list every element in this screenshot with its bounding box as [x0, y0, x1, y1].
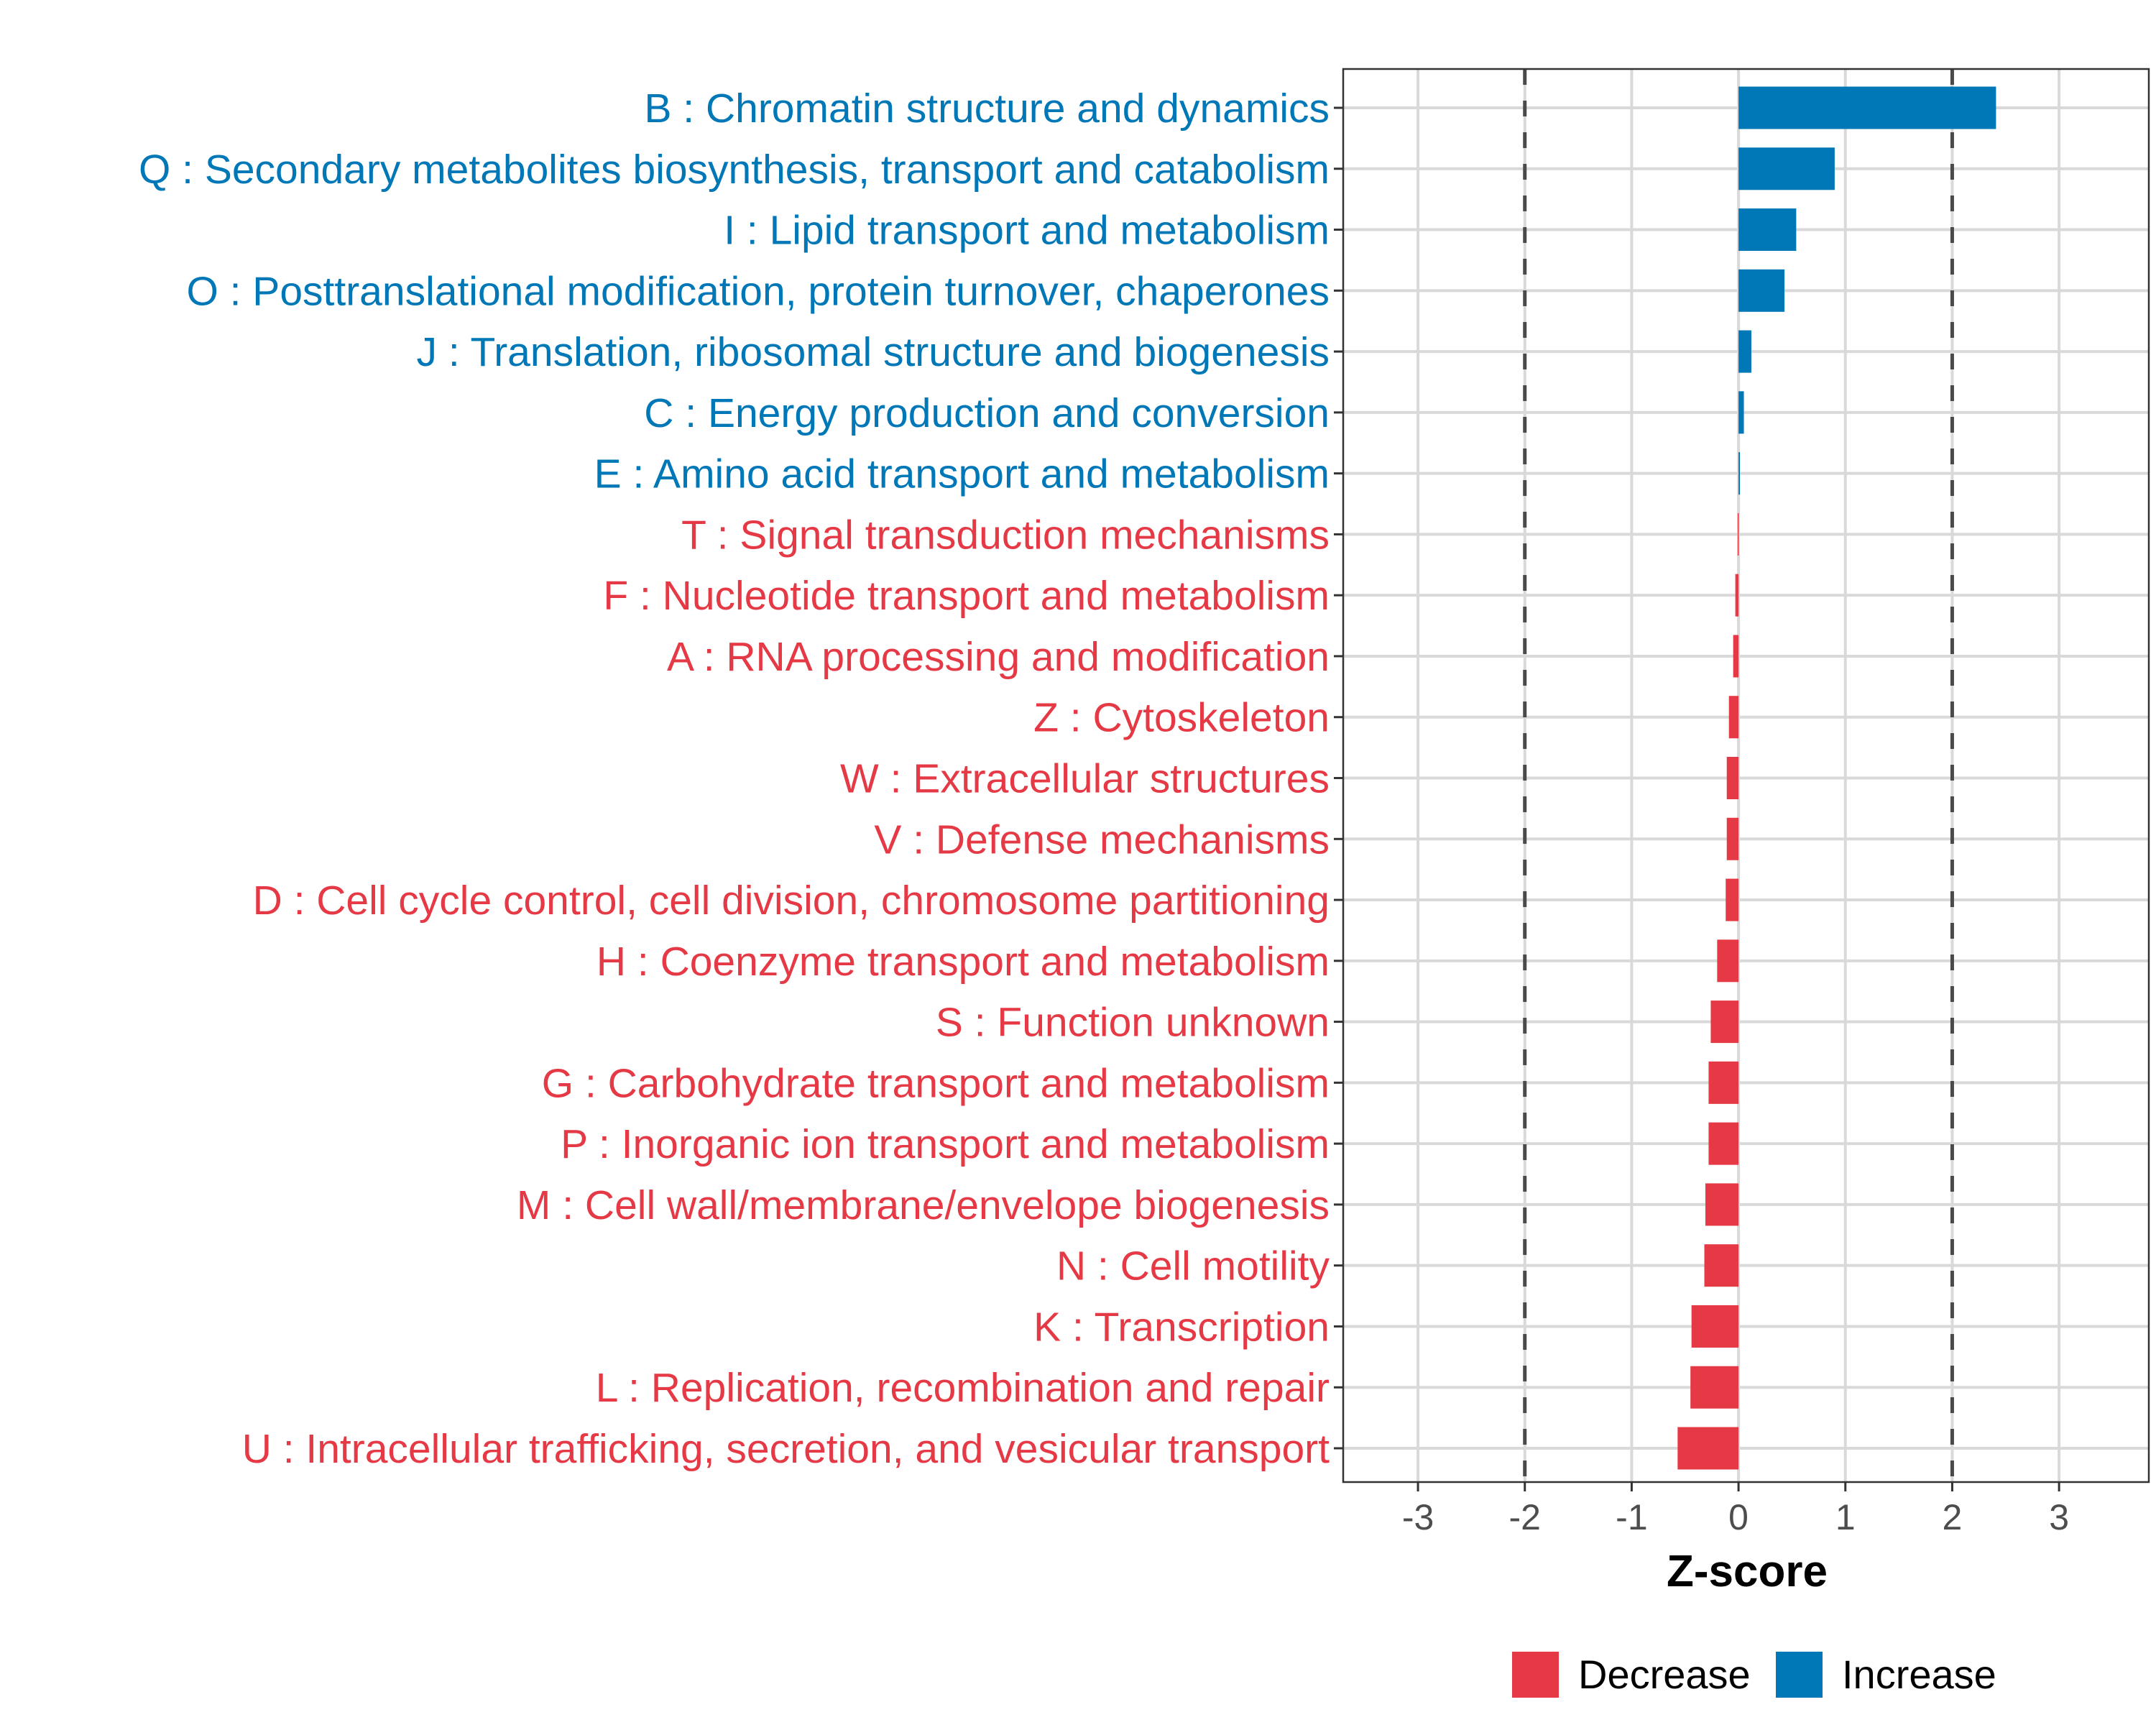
bar: [1738, 86, 1996, 129]
category-label: P : Inorganic ion transport and metaboli…: [561, 1121, 1330, 1167]
x-tick-label: 1: [1835, 1497, 1856, 1537]
bar: [1738, 391, 1744, 434]
bar: [1708, 1122, 1739, 1165]
legend-swatch-increase: [1776, 1652, 1823, 1698]
bar: [1690, 1366, 1739, 1409]
bar: [1708, 1061, 1739, 1104]
x-tick-label: -3: [1402, 1497, 1434, 1537]
bar: [1717, 939, 1739, 983]
bar: [1733, 635, 1739, 678]
category-label: J : Translation, ribosomal structure and…: [417, 329, 1330, 375]
x-axis-label: Z-score: [1667, 1547, 1828, 1596]
bars: [1677, 86, 1996, 1470]
bar: [1737, 512, 1739, 556]
category-label: D : Cell cycle control, cell division, c…: [253, 878, 1330, 924]
legend: Decrease Increase: [1512, 1652, 1996, 1698]
x-axis-ticks: -3 -2 -1 0 1 2 3: [1402, 1482, 2069, 1537]
bar: [1728, 696, 1739, 739]
category-label: C : Energy production and conversion: [644, 390, 1330, 436]
bar: [1738, 330, 1751, 373]
category-label: T : Signal transduction mechanisms: [681, 512, 1330, 558]
category-label: F : Nucleotide transport and metabolism: [603, 573, 1330, 619]
bar: [1735, 574, 1739, 617]
x-tick-label: 0: [1728, 1497, 1749, 1537]
category-label: E : Amino acid transport and metabolism: [594, 451, 1330, 497]
category-label: M : Cell wall/membrane/envelope biogenes…: [517, 1182, 1330, 1228]
bar: [1677, 1427, 1739, 1470]
category-label: K : Transcription: [1033, 1304, 1330, 1350]
category-label: U : Intracellular trafficking, secretion…: [242, 1426, 1330, 1472]
bar: [1726, 757, 1739, 799]
bar: [1705, 1183, 1739, 1226]
legend-swatch-decrease: [1512, 1652, 1559, 1698]
reference-lines: [1523, 69, 1954, 1482]
plot-panel-border: [1342, 68, 2150, 1484]
x-tick-label: 2: [1943, 1497, 1963, 1537]
category-label: H : Coenzyme transport and metabolism: [596, 939, 1330, 985]
bar: [1738, 208, 1797, 252]
bar: [1704, 1244, 1739, 1287]
category-label: Z : Cytoskeleton: [1033, 695, 1330, 741]
category-label: V : Defense mechanisms: [874, 816, 1330, 862]
x-tick-label: 3: [2049, 1497, 2069, 1537]
category-label: L : Replication, recombination and repai…: [596, 1365, 1330, 1411]
legend-label-decrease: Decrease: [1578, 1652, 1751, 1697]
category-label: B : Chromatin structure and dynamics: [644, 86, 1330, 132]
bar: [1738, 269, 1785, 312]
bar: [1726, 817, 1739, 860]
bar: [1710, 1000, 1739, 1044]
x-tick-label: -2: [1509, 1497, 1541, 1537]
category-label: W : Extracellular structures: [840, 756, 1330, 802]
category-label: G : Carbohydrate transport and metabolis…: [542, 1060, 1330, 1106]
category-label: S : Function unknown: [936, 1000, 1330, 1046]
category-label: I : Lipid transport and metabolism: [724, 208, 1330, 254]
category-label: O : Posttranslational modification, prot…: [186, 268, 1330, 314]
bar: [1738, 147, 1835, 190]
bar: [1691, 1305, 1739, 1348]
category-label: A : RNA processing and modification: [667, 634, 1330, 680]
legend-label-increase: Increase: [1842, 1652, 1996, 1697]
category-label: Q : Secondary metabolites biosynthesis, …: [139, 147, 1330, 193]
bar: [1738, 452, 1741, 495]
category-label: N : Cell motility: [1056, 1243, 1330, 1289]
x-tick-label: -1: [1616, 1497, 1647, 1537]
bar: [1726, 878, 1739, 921]
category-labels: B : Chromatin structure and dynamics Q : …: [139, 86, 1343, 1472]
